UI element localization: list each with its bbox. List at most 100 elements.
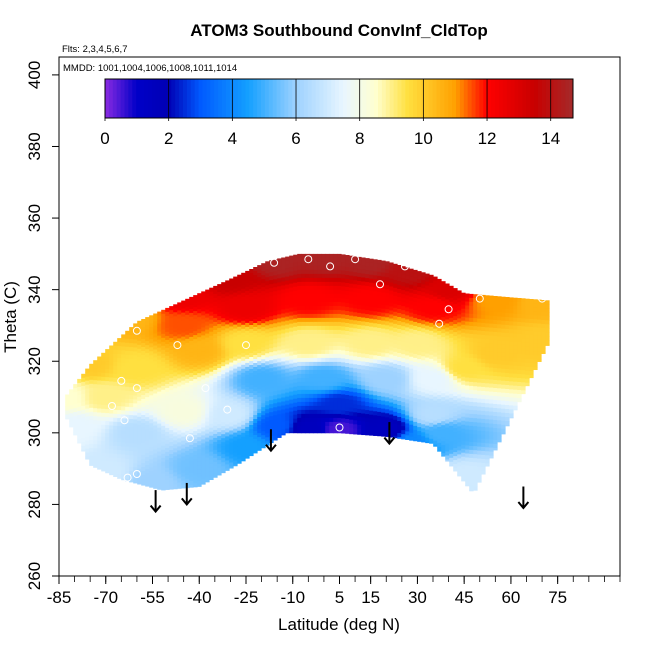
heatmap-cell [265,269,270,274]
heatmap-cell [85,444,90,449]
heatmap-cell [217,376,222,381]
heatmap-cell [261,319,266,324]
heatmap-cell [237,334,242,340]
heatmap-cell [345,363,350,368]
colorbar-segment [151,79,157,118]
arrow-head [181,497,193,506]
heatmap-cell [361,269,366,274]
heatmap-cell [117,434,122,439]
heatmap-cell [213,349,218,355]
heatmap-cell [257,373,262,378]
heatmap-cell [345,367,350,372]
heatmap-cell [369,318,374,324]
heatmap-cell [189,300,194,306]
heatmap-cell [209,351,214,357]
heatmap-cell [245,358,250,364]
heatmap-cell [401,358,406,363]
heatmap-cell [177,470,182,475]
heatmap-cell [233,300,238,305]
heatmap-cell [105,389,110,394]
heatmap-cell [245,370,250,376]
heatmap-cell [197,461,202,466]
heatmap-cell [173,360,178,365]
heatmap-cell [493,368,498,373]
heatmap-cell [89,451,94,457]
heatmap-cell [301,337,306,343]
heatmap-cell [369,258,374,264]
heatmap-cell [237,362,242,368]
heatmap-cell [201,431,206,436]
heatmap-cell [269,420,274,425]
heatmap-cell [173,416,178,421]
heatmap-cell [305,405,310,411]
heatmap-cell [205,437,210,442]
heatmap-cell [129,363,134,368]
colorbar-segment [280,79,285,118]
heatmap-cell [125,446,130,452]
heatmap-cell [97,364,102,369]
heatmap-cell [301,261,306,267]
heatmap-cell [413,281,418,287]
heatmap-cell [77,414,82,420]
heatmap-cell [477,370,482,375]
heatmap-cell [301,385,306,391]
heatmap-cell [533,335,538,340]
heatmap-cell [137,400,142,406]
heatmap-cell [101,388,106,394]
heatmap-cell [89,447,94,453]
heatmap-cell [345,291,350,296]
heatmap-cell [101,380,106,386]
heatmap-cell [361,409,366,414]
heatmap-cell [437,306,442,312]
heatmap-cell [501,328,506,334]
heatmap-cell [285,340,290,345]
heatmap-cell [249,309,254,314]
heatmap-cell [221,466,226,471]
heatmap-cell [321,269,326,275]
heatmap-cell [329,345,334,351]
heatmap-cell [513,313,518,319]
heatmap-cell [197,449,202,454]
heatmap-cell [161,365,166,371]
heatmap-cell [197,361,202,366]
heatmap-cell [273,391,278,396]
heatmap-cell [409,364,414,370]
heatmap-cell [325,293,330,299]
heatmap-cell [401,390,406,395]
heatmap-cell [281,421,286,426]
heatmap-cell [113,341,118,347]
heatmap-cell [429,274,434,280]
heatmap-cell [429,406,434,412]
heatmap-cell [345,355,350,360]
heatmap-cell [105,449,110,454]
heatmap-cell [81,449,86,452]
heatmap-cell [233,364,238,369]
heatmap-cell [477,342,482,347]
heatmap-cell [481,314,486,320]
heatmap-cell [385,357,390,362]
heatmap-cell [189,332,194,338]
heatmap-cell [325,389,330,395]
heatmap-cell [461,340,466,346]
heatmap-cell [325,281,330,287]
heatmap-cell [329,301,334,307]
heatmap-cell [469,297,474,303]
heatmap-cell [501,400,506,406]
heatmap-cell [281,289,286,294]
heatmap-cell [193,455,198,460]
heatmap-cell [149,327,154,332]
heatmap-cell [225,460,230,465]
heatmap-cell [165,443,170,449]
heatmap-cell [129,411,134,416]
heatmap-cell [93,432,98,437]
heatmap-cell [301,421,306,427]
heatmap-cell [505,409,510,414]
heatmap-cell [429,442,434,444]
heatmap-cell [153,445,158,450]
heatmap-cell [513,377,518,383]
heatmap-cell [93,428,98,433]
heatmap-cell [541,348,546,353]
heatmap-cell [225,356,230,361]
heatmap-cell [509,329,514,334]
heatmap-cell [425,377,430,382]
